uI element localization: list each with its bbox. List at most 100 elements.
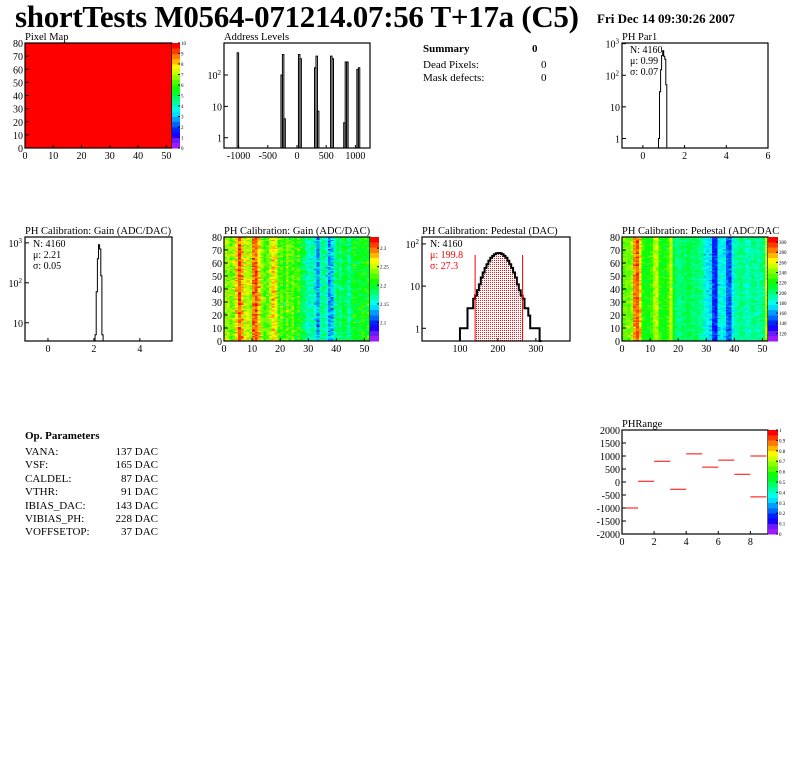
heatmap-cell (344, 240, 348, 243)
heatmap-cell (627, 256, 631, 259)
heatmap-cell (285, 331, 289, 334)
heatmap-cell (288, 309, 292, 312)
heatmap-cell (344, 261, 348, 264)
heatmap-cell (327, 242, 331, 244)
heatmap-cell (229, 322, 233, 325)
heatmap-cell (291, 272, 295, 274)
heatmap-cell (367, 277, 371, 279)
heatmap-cell (330, 322, 334, 325)
heatmap-cell (353, 302, 357, 304)
heatmap-cell (311, 248, 315, 251)
heatmap-cell (252, 312, 256, 314)
histogram-fill (494, 254, 496, 341)
heatmap-cell (252, 273, 256, 275)
heatmap-cell (633, 300, 637, 303)
heatmap-cell (327, 265, 331, 268)
heatmap-cell (249, 300, 253, 303)
heatmap-cell (325, 313, 329, 316)
heatmap-cell (302, 312, 306, 314)
heatmap-cell (313, 274, 317, 277)
heatmap-cell (355, 290, 360, 292)
heatmap-cell (288, 318, 292, 321)
heatmap-cell (311, 307, 315, 309)
heatmap-cell (277, 290, 281, 292)
heatmap-cell (280, 291, 284, 294)
heatmap-cell (341, 285, 346, 287)
heatmap-cell (271, 304, 275, 307)
heatmap-cell (305, 295, 309, 298)
heatmap-cell (263, 257, 267, 260)
heatmap-cell (226, 243, 230, 246)
heatmap-cell (313, 298, 317, 300)
heatmap-cell (633, 313, 637, 316)
heatmap-cell (277, 311, 281, 313)
heatmap-cell (358, 278, 362, 281)
x-tick-label: 30 (105, 151, 115, 162)
heatmap-cell (263, 242, 267, 244)
heatmap-cell (257, 299, 261, 301)
heatmap-cell (235, 330, 239, 333)
heatmap-cell (311, 240, 315, 243)
stats-line: σ: 0.07 (630, 67, 658, 78)
heatmap-cell (339, 298, 343, 300)
heatmap-cell (350, 272, 354, 274)
heatmap-cell (358, 312, 362, 314)
heatmap-cell (305, 303, 309, 305)
heatmap-cell (254, 250, 258, 252)
heatmap-cell (350, 290, 354, 292)
heatmap-cell (271, 298, 275, 300)
heatmap-cell (350, 329, 354, 331)
heatmap-cell (288, 286, 292, 288)
heatmap-cell (339, 295, 343, 298)
heatmap-cell (316, 303, 320, 305)
heatmap-cell (358, 261, 362, 264)
heatmap-cell (347, 309, 351, 312)
heatmap-cell (285, 334, 289, 337)
heatmap-cell (232, 334, 236, 337)
heatmap-cell (254, 333, 258, 335)
heatmap-cell (622, 328, 626, 330)
heatmap-cell (361, 253, 365, 256)
heatmap-cell (257, 282, 261, 285)
heatmap-cell (308, 331, 312, 334)
heatmap-cell (325, 286, 329, 288)
heatmap-cell (316, 270, 320, 273)
heatmap-cell (316, 330, 320, 333)
heatmap-cell (347, 242, 351, 244)
heatmap-cell (313, 251, 317, 253)
heatmap-cell (630, 265, 634, 268)
heatmap-cell (322, 255, 326, 257)
heatmap-cell (305, 308, 309, 311)
heatmap-cell (364, 326, 368, 329)
heatmap-cell (322, 242, 326, 244)
heatmap-cell (361, 238, 365, 240)
heatmap-cell (344, 331, 348, 334)
heatmap-cell (633, 242, 637, 244)
heatmap-cell (249, 312, 253, 314)
heatmap-cell (288, 328, 292, 330)
heatmap-cell (327, 246, 331, 248)
heatmap-cell (316, 294, 320, 296)
heatmap-cell (277, 326, 281, 329)
heatmap-cell (285, 296, 289, 299)
heatmap-cell (627, 250, 631, 252)
heatmap-cell (319, 263, 323, 265)
heatmap-cell (333, 279, 337, 282)
heatmap-cell (355, 248, 360, 251)
heatmap-cell (355, 337, 360, 339)
heatmap-cell (299, 333, 303, 335)
heatmap-cell (341, 242, 346, 244)
heatmap-cell (299, 256, 303, 259)
heatmap-cell (235, 289, 239, 291)
heatmap-cell (330, 253, 334, 256)
heatmap-cell (226, 294, 230, 296)
heatmap-cell (330, 328, 334, 330)
heatmap-cell (316, 266, 320, 269)
heatmap-cell (297, 248, 301, 251)
heatmap-cell (308, 337, 312, 339)
heatmap-cell (333, 292, 337, 295)
heatmap-cell (254, 260, 258, 262)
heatmap-cell (260, 292, 264, 295)
heatmap-cell (327, 295, 331, 298)
heatmap-cell (308, 264, 312, 266)
